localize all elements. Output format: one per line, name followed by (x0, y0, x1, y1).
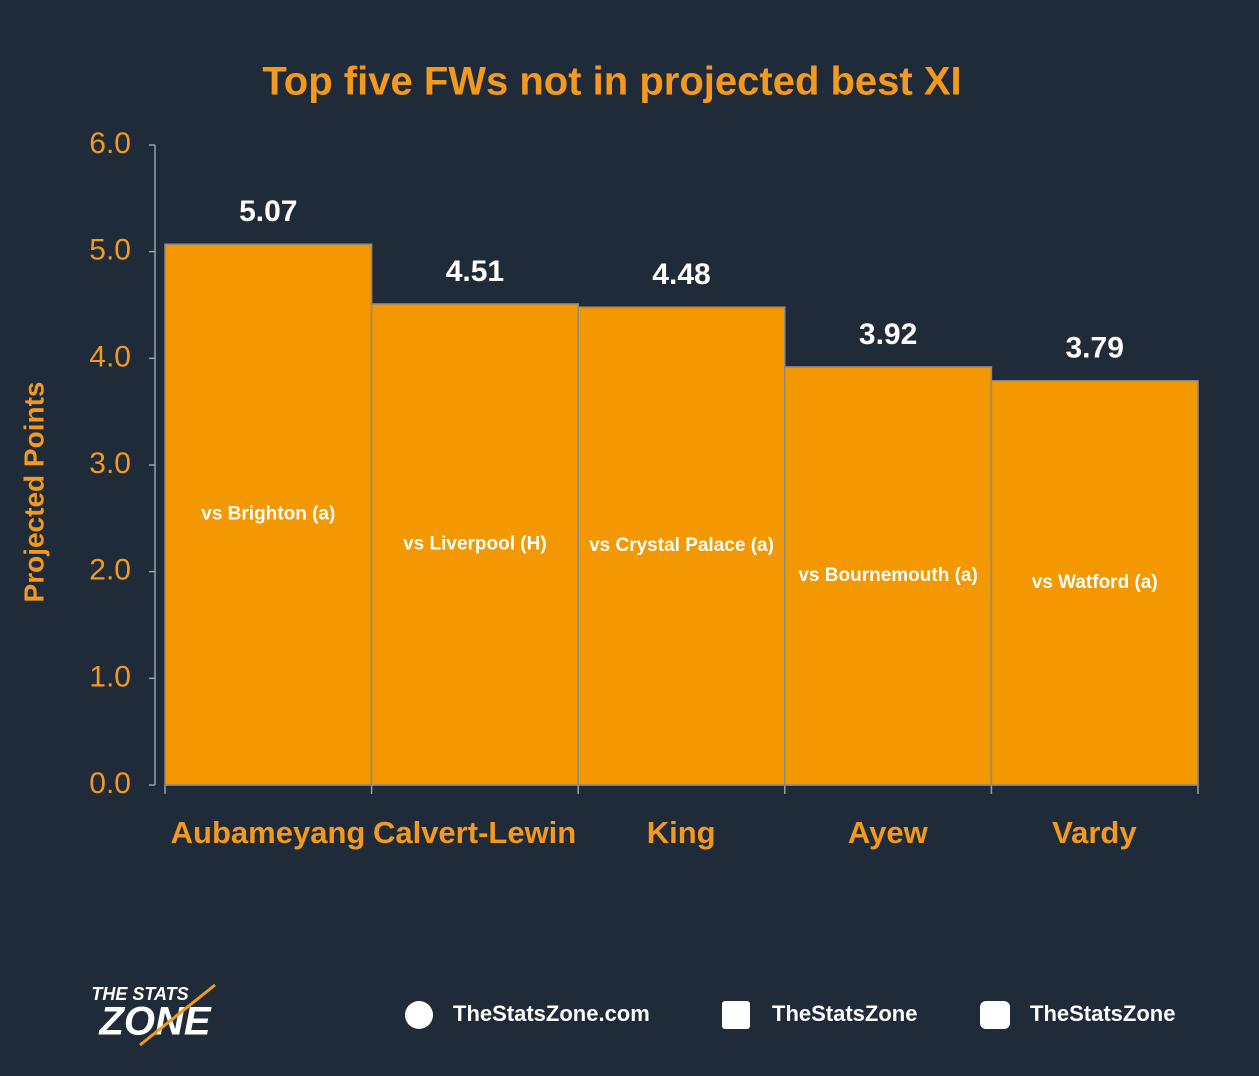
bar-label: vs Bournemouth (a) (798, 565, 977, 586)
logo-stroke (139, 983, 216, 1047)
x-tick-label: Aubameyang (170, 815, 366, 850)
bar (784, 366, 993, 786)
y-axis-title: Projected Points (18, 382, 49, 603)
twitter: TheStatsZone (1030, 1001, 1175, 1026)
value-label: 3.79 (1066, 332, 1124, 365)
website: TheStatsZone.com (453, 1001, 650, 1026)
bar (577, 306, 786, 786)
globe-icon (405, 1001, 433, 1029)
bar-label: vs Liverpool (H) (403, 533, 547, 554)
value-label: 5.07 (239, 195, 297, 228)
logo-main: ZONE (98, 1000, 211, 1044)
y-tick-label: 4.0 (89, 340, 131, 373)
bar-label: vs Brighton (a) (201, 504, 335, 525)
value-label: 3.92 (859, 318, 917, 351)
bar (370, 303, 579, 786)
x-tick-label: Calvert-Lewin (372, 815, 577, 850)
y-tick-label: 2.0 (89, 554, 131, 587)
bar-label: vs Watford (a) (1032, 572, 1158, 593)
bar-label: vs Crystal Palace (a) (589, 535, 774, 556)
y-tick-label: 6.0 (89, 127, 131, 160)
y-tick-label: 1.0 (89, 660, 131, 693)
bar (990, 379, 1199, 786)
value-label: 4.48 (652, 258, 710, 291)
value-label: 4.51 (446, 255, 504, 288)
facebook-icon (722, 1001, 750, 1029)
bar (164, 243, 373, 786)
logo-top: THE STATS (91, 984, 188, 1004)
y-tick-label: 3.0 (89, 447, 131, 480)
chart-title: Top five FWs not in projected best XI (262, 60, 961, 104)
twitter-icon (980, 1001, 1010, 1029)
footer: THE STATS ZONE TheStatsZone.com TheStats… (91, 983, 1175, 1047)
y-tick-label: 0.0 (89, 767, 131, 800)
y-tick-label: 5.0 (89, 234, 131, 267)
x-tick-label: Ayew (847, 815, 928, 850)
x-tick-label: Vardy (1052, 815, 1137, 850)
x-tick-label: King (646, 815, 716, 850)
facebook: TheStatsZone (772, 1001, 917, 1026)
